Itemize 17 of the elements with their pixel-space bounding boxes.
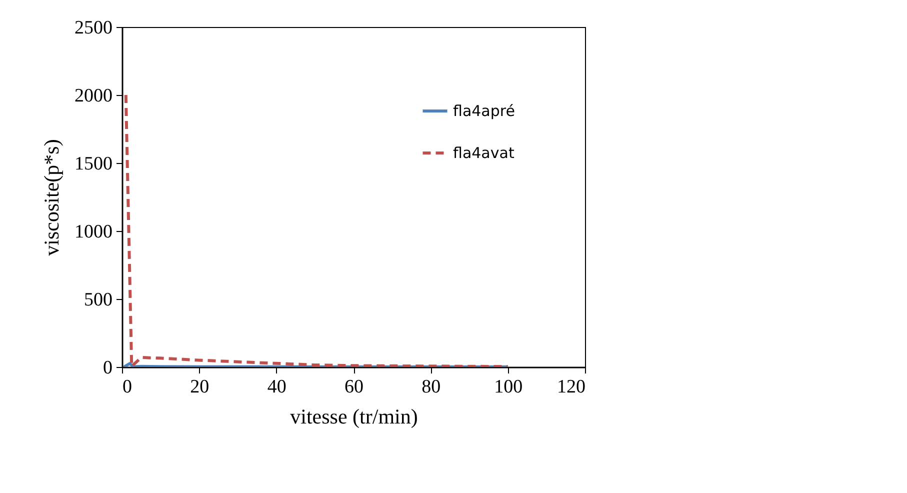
x-axis-title: vitesse (tr/min) [290,404,418,428]
x-tick-label: 0 [122,376,132,398]
legend-label: fla4apré [453,102,515,120]
x-tick-label: 80 [422,376,441,398]
y-tick-label: 500 [84,290,112,310]
x-tick-label: 100 [494,376,523,398]
y-tick-label: 0 [103,358,112,378]
y-tick-label: 2000 [74,86,112,106]
y-axis-title: viscosite(p*s) [40,139,64,256]
y-tick-label: 1500 [74,154,112,174]
legend-label: fla4avat [453,144,514,162]
x-tick-label: 120 [557,376,586,398]
x-tick-label: 40 [267,376,286,398]
y-tick-label: 1000 [74,222,112,242]
x-tick-label: 20 [190,376,210,398]
x-tick-label: 60 [344,376,364,398]
y-tick-label: 2500 [74,18,112,38]
